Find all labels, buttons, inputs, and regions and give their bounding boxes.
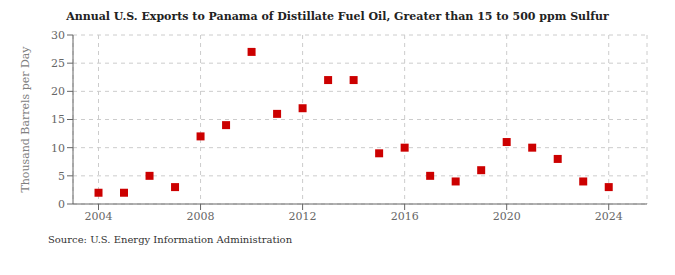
svg-text:30: 30 bbox=[51, 29, 65, 42]
svg-text:Thousand Barrels per Day: Thousand Barrels per Day bbox=[19, 46, 32, 193]
svg-text:2008: 2008 bbox=[187, 210, 215, 223]
svg-text:5: 5 bbox=[58, 170, 65, 183]
svg-text:15: 15 bbox=[51, 113, 65, 126]
html-text:Source: U.S. Energy Informatio: Source: U.S. Energy Information Administ… bbox=[48, 234, 293, 245]
svg-text:2016: 2016 bbox=[391, 210, 419, 223]
svg-text:20: 20 bbox=[51, 85, 65, 98]
svg-text:2012: 2012 bbox=[289, 210, 317, 223]
html-text:Annual U.S. Exports to Panama: Annual U.S. Exports to Panama of Distill… bbox=[66, 10, 609, 23]
svg-text:10: 10 bbox=[51, 142, 65, 155]
svg-text:2024: 2024 bbox=[595, 210, 623, 223]
svg-text:2004: 2004 bbox=[85, 210, 113, 223]
svg-text:25: 25 bbox=[51, 57, 65, 70]
svg-text:2020: 2020 bbox=[493, 210, 521, 223]
svg-text:0: 0 bbox=[58, 198, 65, 211]
